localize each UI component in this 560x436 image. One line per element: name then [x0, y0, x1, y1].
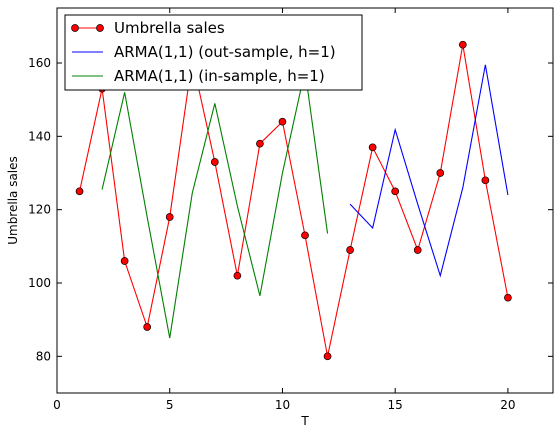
data-point-umbrella-sales	[347, 247, 354, 254]
data-point-umbrella-sales	[166, 214, 173, 221]
data-point-umbrella-sales	[414, 247, 421, 254]
data-point-umbrella-sales	[504, 294, 511, 301]
legend-label-arma-out-sample: ARMA(1,1) (out-sample, h=1)	[114, 43, 336, 61]
x-tick-label: 10	[275, 398, 290, 412]
x-tick-label: 20	[500, 398, 515, 412]
legend-marker	[72, 25, 79, 32]
data-point-umbrella-sales	[302, 232, 309, 239]
x-tick-label: 5	[166, 398, 174, 412]
legend: Umbrella sales ARMA(1,1) (out-sample, h=1…	[65, 15, 362, 90]
legend-label-umbrella-sales: Umbrella sales	[114, 19, 225, 37]
x-axis-label: T	[300, 414, 309, 428]
data-point-umbrella-sales	[482, 177, 489, 184]
data-point-umbrella-sales	[279, 118, 286, 125]
y-tick-label: 100	[28, 276, 51, 290]
data-point-umbrella-sales	[234, 272, 241, 279]
y-tick-label: 160	[28, 56, 51, 70]
data-point-umbrella-sales	[324, 353, 331, 360]
data-point-umbrella-sales	[459, 41, 466, 48]
data-point-umbrella-sales	[121, 258, 128, 265]
x-tick-label: 0	[53, 398, 61, 412]
x-tick-label: 15	[388, 398, 403, 412]
data-point-umbrella-sales	[392, 188, 399, 195]
data-point-umbrella-sales	[369, 144, 376, 151]
data-point-umbrella-sales	[437, 170, 444, 177]
data-point-umbrella-sales	[211, 159, 218, 166]
legend-marker	[97, 25, 104, 32]
data-point-umbrella-sales	[256, 140, 263, 147]
y-tick-label: 80	[36, 349, 51, 363]
data-point-umbrella-sales	[76, 188, 83, 195]
y-tick-label: 120	[28, 203, 51, 217]
y-tick-label: 140	[28, 129, 51, 143]
data-point-umbrella-sales	[144, 324, 151, 331]
y-axis-label: Umbrella sales	[6, 156, 20, 245]
legend-label-arma-in-sample: ARMA(1,1) (in-sample, h=1)	[114, 67, 325, 85]
